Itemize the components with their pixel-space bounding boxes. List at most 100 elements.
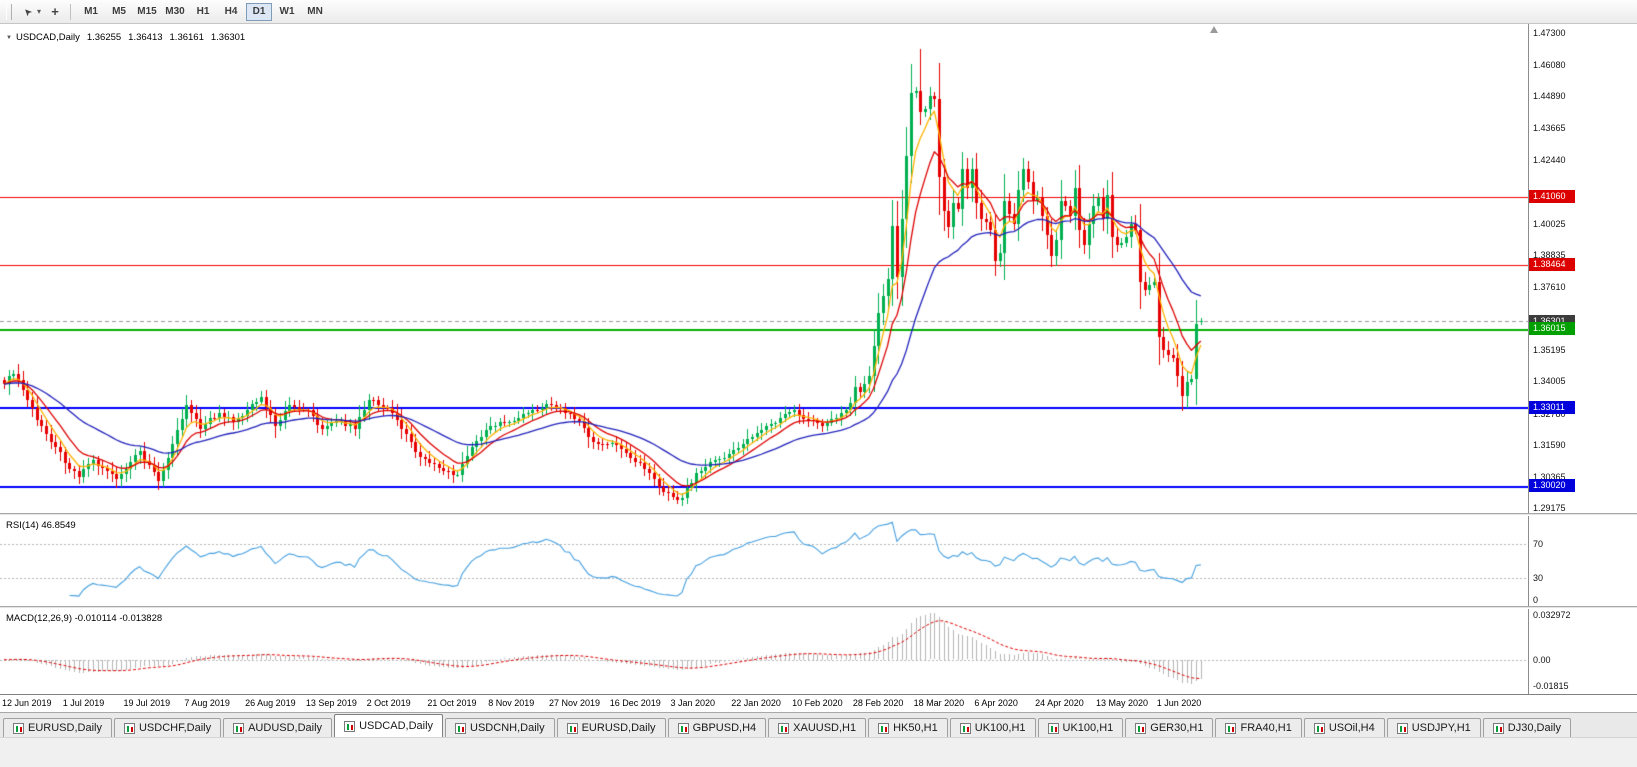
chart-tab-label: USDCNH,Daily <box>470 722 545 734</box>
chart-tab-eurusd-daily[interactable]: EURUSD,Daily <box>3 718 112 737</box>
price-tick: 1.44890 <box>1533 91 1566 102</box>
time-tick-label: 18 Mar 2020 <box>913 698 965 708</box>
chart-tab-label: AUDUSD,Daily <box>248 722 323 734</box>
time-tick-label: 19 Jul 2019 <box>123 698 171 708</box>
price-badge: 1.30020 <box>1529 479 1575 493</box>
macd-scale-label: 0.00 <box>1533 654 1551 665</box>
timeframe-button-d1[interactable]: D1 <box>246 2 273 21</box>
price-tick: 1.35195 <box>1533 345 1566 356</box>
macd-scale-label: -0.01815 <box>1533 681 1569 692</box>
chart-tab-hk50-h1[interactable]: HK50,H1 <box>868 718 948 737</box>
time-tick-label: 13 May 2020 <box>1095 698 1148 708</box>
rsi-scale[interactable]: 70 30 0 <box>1528 516 1637 606</box>
chart-close: 1.36301 <box>210 32 246 43</box>
chart-tab-label: GER30,H1 <box>1150 722 1204 734</box>
main-chart-canvas[interactable] <box>0 24 1528 513</box>
toolbar-grip[interactable] <box>6 3 12 20</box>
candlestick-chart-icon <box>344 720 356 732</box>
timeframe-button-m15[interactable]: M15 <box>137 6 157 17</box>
macd-plot[interactable]: MACD(12,26,9) -0.010114 -0.013828 <box>0 609 1528 694</box>
chart-tab-audusd-daily[interactable]: AUDUSD,Daily <box>223 718 333 737</box>
time-tick-label: 6 Apr 2020 <box>974 698 1018 708</box>
chart-tab-label: UK100,H1 <box>1062 722 1114 734</box>
time-tick-label: 24 Apr 2020 <box>1035 698 1084 708</box>
time-tick-label: 2 Oct 2019 <box>366 698 411 708</box>
price-tick: 1.42440 <box>1533 155 1566 166</box>
time-tick-label: 1 Jul 2019 <box>62 698 105 708</box>
chevron-down-icon[interactable]: ▾ <box>37 7 42 16</box>
rsi-scale-label: 70 <box>1533 538 1544 549</box>
candlestick-chart-icon <box>778 722 790 734</box>
macd-scale[interactable]: 0.032972 0.00 -0.01815 <box>1528 609 1637 694</box>
chart-tabs-bar: EURUSD,Daily USDCHF,Daily AUDUSD,Daily USDC… <box>0 712 1637 737</box>
chart-tab-label: EURUSD,Daily <box>581 722 656 734</box>
rsi-scale-label: 0 <box>1533 595 1539 605</box>
chart-tab-uk100-h1[interactable]: UK100,H1 <box>1037 718 1124 737</box>
chart-tab-label: USOil,H4 <box>1328 722 1375 734</box>
splitter-rsi-macd[interactable] <box>0 606 1637 609</box>
chart-tab-label: DJ30,Daily <box>1507 722 1561 734</box>
chart-tab-gbpusd-h4[interactable]: GBPUSD,H4 <box>667 718 767 737</box>
main-plot[interactable]: ▼ USDCAD,Daily 1.36255 1.36413 1.36161 1.3630… <box>0 24 1528 513</box>
time-tick-label: 13 Sep 2019 <box>305 698 357 708</box>
timeframe-button-m1[interactable]: M1 <box>84 6 98 17</box>
candlestick-chart-icon <box>1135 722 1147 734</box>
chart-tab-label: GBPUSD,H4 <box>692 722 757 734</box>
chart-tab-dj30-daily[interactable]: DJ30,Daily <box>1482 718 1571 737</box>
price-scale[interactable]: 1.47300 1.46080 1.44890 1.43665 1.42440 1.400… <box>1528 24 1637 513</box>
chart-open: 1.36255 <box>86 32 122 43</box>
chart-tab-xauusd-h1[interactable]: XAUUSD,H1 <box>768 718 867 737</box>
chart-tab-usoil-h4[interactable]: USOil,H4 <box>1303 718 1385 737</box>
chart-tab-label: USDCAD,Daily <box>359 720 434 732</box>
timeframe-button-h1[interactable]: H1 <box>196 6 210 17</box>
price-badge: 1.41060 <box>1529 190 1575 204</box>
candlestick-chart-icon <box>959 722 971 734</box>
chart-tab-ger30-h1[interactable]: GER30,H1 <box>1125 718 1214 737</box>
price-tick: 1.30365 <box>1533 471 1566 482</box>
timeframe-button-m30[interactable]: M30 <box>165 6 185 17</box>
crosshair-icon[interactable]: + <box>51 4 59 19</box>
timeframe-button-h4[interactable]: H4 <box>224 6 238 17</box>
chart-title: ▼ USDCAD,Daily 1.36255 1.36413 1.36161 1.3630… <box>6 32 245 43</box>
macd-canvas[interactable] <box>0 609 1528 694</box>
chart-symbol-period: USDCAD,Daily <box>15 32 80 43</box>
cursor-icon[interactable]: ➤ <box>19 3 37 21</box>
splitter-main-rsi[interactable] <box>0 513 1637 516</box>
candlestick-chart-icon <box>566 722 578 734</box>
chart-tab-label: HK50,H1 <box>893 722 938 734</box>
timeframe-button-w1[interactable]: W1 <box>279 6 295 17</box>
price-tick: 1.29175 <box>1533 502 1566 513</box>
chart-tab-usdcad-daily[interactable]: USDCAD,Daily <box>334 714 444 737</box>
timeframe-button-m5[interactable]: M5 <box>112 6 126 17</box>
chart-shift-marker[interactable] <box>1210 26 1218 33</box>
cursor-glyph: ➤ <box>21 4 35 19</box>
candlestick-chart-icon <box>233 722 245 734</box>
price-tick: 1.37610 <box>1533 281 1566 292</box>
macd-scale-label: 0.032972 <box>1533 610 1571 620</box>
candlestick-chart-icon <box>1313 722 1325 734</box>
time-tick-label: 12 Jun 2019 <box>2 698 52 708</box>
rsi-scale-label: 30 <box>1533 573 1544 584</box>
rsi-canvas[interactable] <box>0 516 1528 606</box>
chart-tab-usdjpy-h1[interactable]: USDJPY,H1 <box>1386 718 1481 737</box>
candlestick-chart-icon <box>1396 722 1408 734</box>
candlestick-chart-icon <box>1047 722 1059 734</box>
chart-tab-uk100-h1[interactable]: UK100,H1 <box>949 718 1036 737</box>
chart-tab-usdchf-daily[interactable]: USDCHF,Daily <box>113 718 222 737</box>
time-tick-label: 27 Nov 2019 <box>548 698 601 708</box>
chart-tab-fra40-h1[interactable]: FRA40,H1 <box>1215 718 1302 737</box>
chart-tab-label: UK100,H1 <box>974 722 1026 734</box>
chart-tab-label: USDJPY,H1 <box>1411 722 1471 734</box>
timeframe-button-mn[interactable]: MN <box>307 6 323 17</box>
symbol-marker-icon: ▼ <box>6 35 12 41</box>
chart-tab-usdcnh-daily[interactable]: USDCNH,Daily <box>445 718 555 737</box>
rsi-panel: RSI(14) 46.8549 70 30 0 <box>0 516 1637 606</box>
chart-tab-eurusd-daily[interactable]: EURUSD,Daily <box>556 718 666 737</box>
time-scale[interactable]: 12 Jun 2019 1 Jul 2019 19 Jul 2019 7 Aug 20… <box>0 694 1637 712</box>
time-tick-label: 21 Oct 2019 <box>427 698 477 708</box>
chart-low: 1.36161 <box>169 32 204 43</box>
chart-tab-label: FRA40,H1 <box>1240 722 1292 734</box>
rsi-plot[interactable]: RSI(14) 46.8549 <box>0 516 1528 606</box>
macd-label: MACD(12,26,9) -0.010114 -0.013828 <box>6 613 163 624</box>
